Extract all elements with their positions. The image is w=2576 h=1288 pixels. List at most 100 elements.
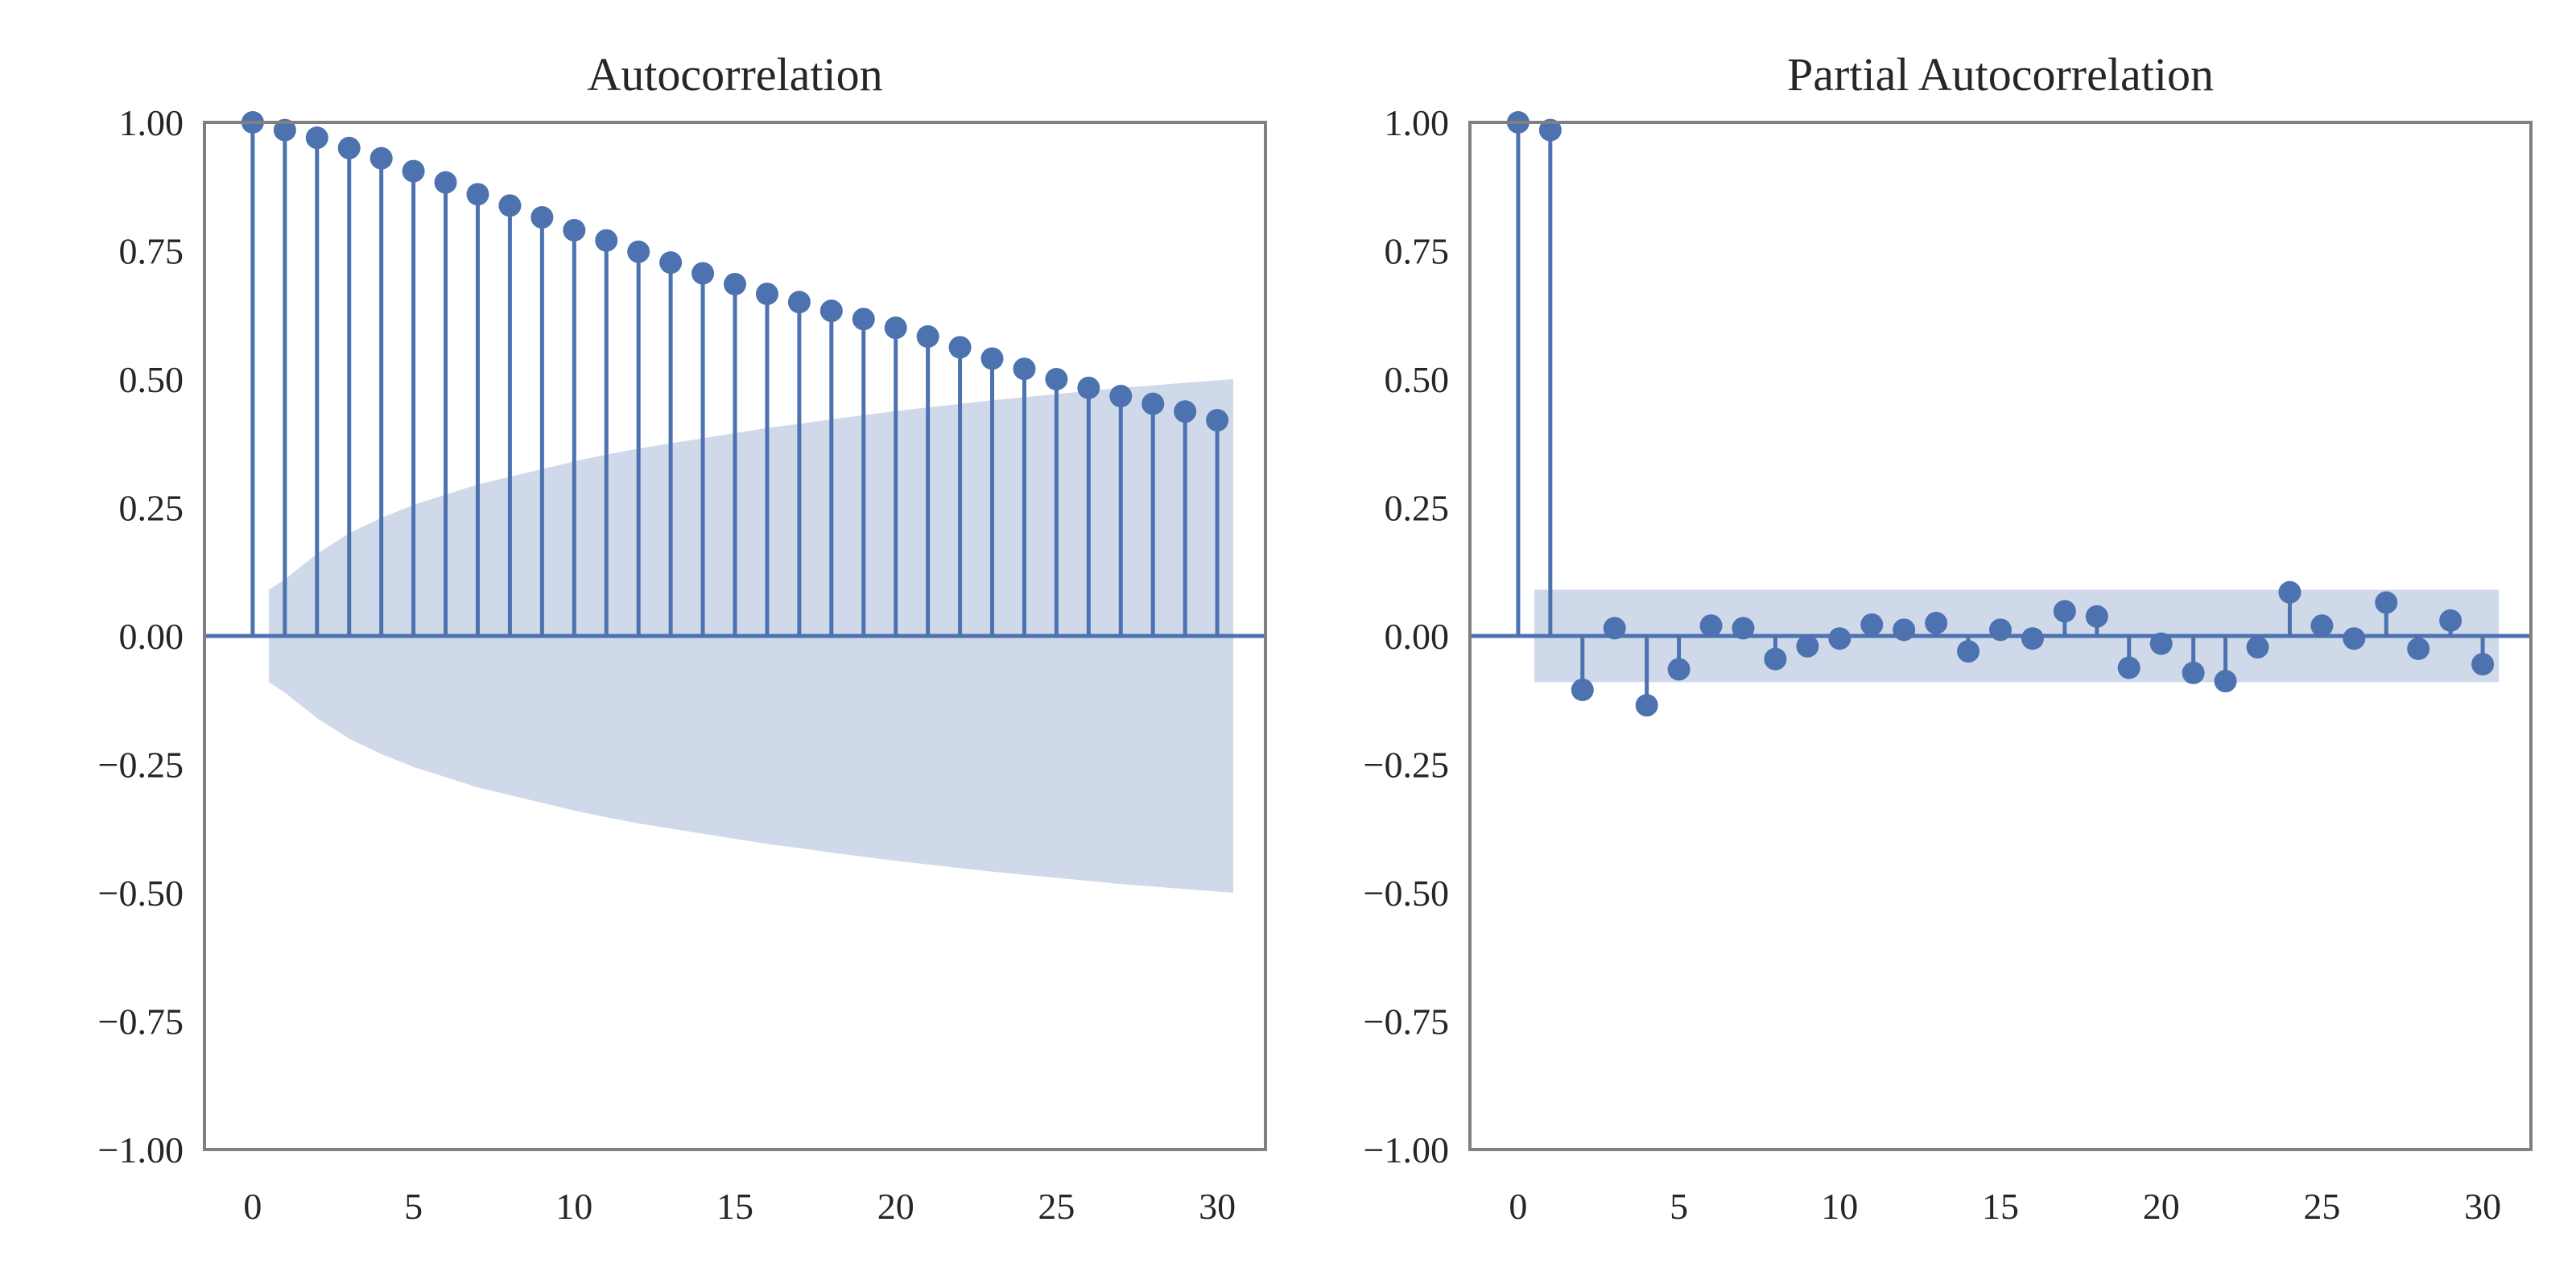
acf-marker-lag-1 <box>273 118 296 142</box>
pacf-marker-lag-7 <box>1732 617 1755 640</box>
acf-marker-lag-4 <box>369 147 393 170</box>
pacf-x-tick-label: 20 <box>2143 1186 2180 1227</box>
acf-y-tick-label: −0.25 <box>98 745 184 786</box>
acf-chart-title: Autocorrelation <box>587 48 882 101</box>
acf-panel: Autocorrelation −1.00 −0.75 −0.50 −0.25 0.00… <box>98 48 1267 1227</box>
acf-y-tick-label: −0.75 <box>98 1001 184 1042</box>
pacf-marker-lag-9 <box>1796 634 1819 658</box>
pacf-y-tick-label: 0.75 <box>1385 231 1450 272</box>
pacf-x-tick-label: 5 <box>1670 1186 1688 1227</box>
acf-marker-lag-9 <box>530 206 554 229</box>
acf-y-tick-label: −0.50 <box>98 873 184 914</box>
pacf-marker-lag-29 <box>2439 609 2462 632</box>
acf-marker-lag-6 <box>434 171 457 194</box>
pacf-marker-lag-27 <box>2375 591 2398 614</box>
pacf-marker-lag-11 <box>1860 613 1884 636</box>
acf-marker-lag-12 <box>627 240 650 263</box>
pacf-chart-title: Partial Autocorrelation <box>1787 48 2214 101</box>
acf-marker-lag-18 <box>819 299 843 323</box>
acf-marker-lag-10 <box>563 218 586 242</box>
acf-marker-lag-27 <box>1109 385 1133 408</box>
pacf-marker-lag-12 <box>1893 618 1916 642</box>
pacf-marker-lag-25 <box>2310 614 2334 638</box>
acf-marker-lag-29 <box>1174 400 1197 423</box>
pacf-marker-lag-8 <box>1764 647 1787 671</box>
pacf-marker-lag-20 <box>2149 632 2173 655</box>
pacf-x-tick-label: 15 <box>1982 1186 2019 1227</box>
acf-axes-frame <box>203 121 1267 1151</box>
acf-x-tick-label: 10 <box>555 1186 592 1227</box>
pacf-marker-lag-28 <box>2407 637 2430 660</box>
acf-marker-lag-30 <box>1206 409 1229 432</box>
pacf-x-tick-label: 10 <box>1821 1186 1858 1227</box>
pacf-marker-lag-24 <box>2278 580 2301 604</box>
pacf-y-tick-label: 0.25 <box>1385 488 1450 529</box>
acf-x-tick-label: 30 <box>1199 1186 1236 1227</box>
pacf-marker-lag-30 <box>2471 653 2495 676</box>
acf-marker-lag-21 <box>916 325 939 349</box>
acf-marker-lag-23 <box>980 347 1004 370</box>
acf-marker-lag-26 <box>1077 376 1100 399</box>
pacf-y-tick-label: −1.00 <box>1364 1129 1449 1170</box>
acf-marker-lag-8 <box>498 194 522 217</box>
acf-marker-lag-7 <box>466 183 489 206</box>
acf-marker-lag-13 <box>659 251 683 275</box>
pacf-marker-lag-1 <box>1538 118 1562 142</box>
acf-y-tick-label: 1.00 <box>119 102 184 143</box>
acf-marker-lag-28 <box>1141 392 1165 415</box>
pacf-axes-frame <box>1468 121 2533 1151</box>
acf-y-axis: −1.00 −0.75 −0.50 −0.25 0.00 0.25 0.50 0.75 1.00 <box>98 102 184 1170</box>
pacf-marker-lag-3 <box>1603 617 1626 640</box>
acf-marker-lag-19 <box>852 308 875 331</box>
acf-markers <box>241 111 1229 432</box>
acf-y-tick-label: 0.50 <box>119 359 184 400</box>
acf-marker-lag-11 <box>595 229 618 252</box>
pacf-y-tick-label: −0.50 <box>1364 873 1449 914</box>
pacf-marker-lag-5 <box>1667 658 1690 681</box>
pacf-marker-lag-6 <box>1699 614 1723 638</box>
pacf-marker-lag-4 <box>1635 694 1658 717</box>
pacf-marker-lag-14 <box>1957 640 1980 663</box>
pacf-x-tick-label: 25 <box>2303 1186 2340 1227</box>
acf-marker-lag-2 <box>305 126 328 150</box>
pacf-marker-lag-16 <box>2021 627 2044 650</box>
pacf-panel: Partial Autocorrelation −1.00 −0.75 −0.50 −… <box>1364 48 2533 1227</box>
pacf-marker-lag-17 <box>2053 600 2076 623</box>
pacf-x-tick-label: 0 <box>1509 1186 1527 1227</box>
acf-x-tick-label: 15 <box>716 1186 753 1227</box>
acf-marker-lag-22 <box>948 336 972 359</box>
pacf-marker-lag-23 <box>2246 636 2269 659</box>
acf-x-axis: 0 5 10 15 20 25 30 <box>243 1186 1236 1227</box>
pacf-marker-lag-19 <box>2117 656 2140 679</box>
acf-marker-lag-20 <box>884 316 907 340</box>
pacf-marker-lag-22 <box>2214 670 2237 693</box>
acf-x-tick-label: 25 <box>1038 1186 1075 1227</box>
acf-stems <box>250 122 1220 636</box>
pacf-x-tick-label: 30 <box>2464 1186 2501 1227</box>
pacf-x-axis: 0 5 10 15 20 25 30 <box>1509 1186 2501 1227</box>
acf-marker-lag-15 <box>724 272 746 295</box>
acf-marker-lag-16 <box>755 283 778 306</box>
acf-marker-lag-24 <box>1013 357 1036 381</box>
acf-x-tick-label: 0 <box>243 1186 262 1227</box>
acf-y-tick-label: 0.00 <box>119 616 184 657</box>
acf-y-tick-label: 0.75 <box>119 231 184 272</box>
acf-y-tick-label: 0.25 <box>119 488 184 529</box>
acf-marker-lag-25 <box>1045 368 1068 390</box>
acf-marker-lag-17 <box>787 291 811 314</box>
pacf-marker-lag-15 <box>1989 618 2012 642</box>
pacf-marker-lag-26 <box>2343 627 2366 650</box>
pacf-y-tick-label: −0.75 <box>1364 1001 1449 1042</box>
pacf-marker-lag-18 <box>2085 605 2108 628</box>
pacf-marker-lag-10 <box>1828 627 1852 650</box>
acf-marker-lag-5 <box>402 159 425 183</box>
pacf-y-tick-label: −0.25 <box>1364 745 1449 786</box>
pacf-marker-lag-13 <box>1925 612 1948 635</box>
acf-x-tick-label: 5 <box>404 1186 423 1227</box>
pacf-marker-lag-21 <box>2182 661 2205 684</box>
pacf-y-tick-label: 1.00 <box>1385 102 1450 143</box>
pacf-marker-lag-2 <box>1571 678 1594 701</box>
acf-marker-lag-14 <box>691 262 715 285</box>
pacf-y-tick-label: 0.00 <box>1385 616 1450 657</box>
